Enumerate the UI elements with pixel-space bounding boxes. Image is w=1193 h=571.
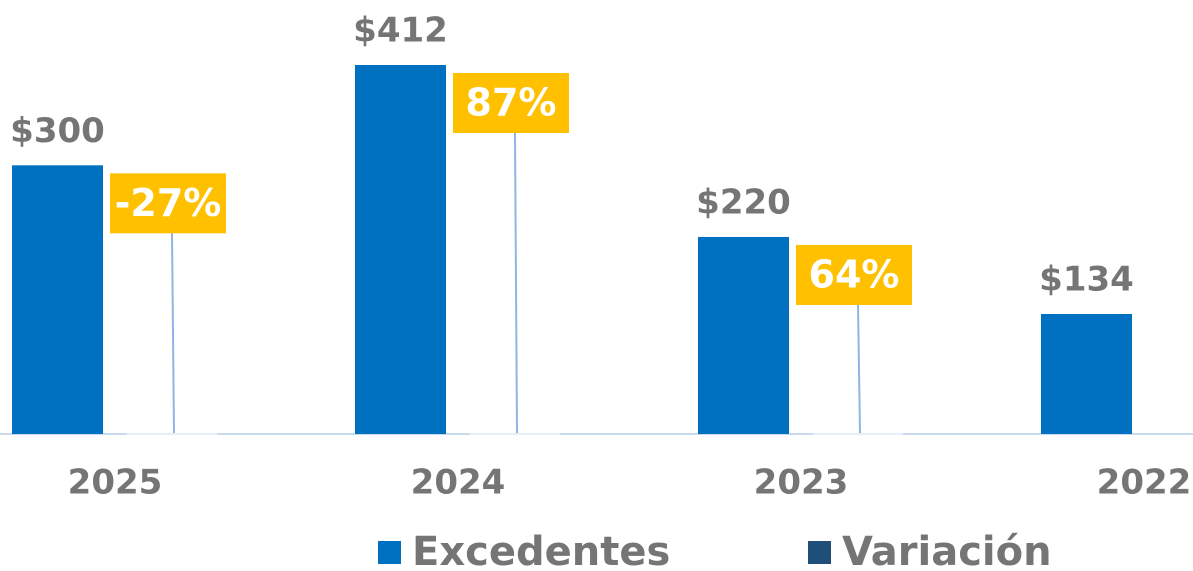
- data-label: $412: [353, 11, 448, 51]
- bar: [355, 65, 446, 434]
- variation-mark: [470, 433, 560, 435]
- x-tick-label: 2023: [754, 463, 849, 503]
- leader-line: [171, 233, 175, 435]
- data-label: 64%: [809, 252, 900, 296]
- leader-line: [514, 132, 518, 435]
- callout-box: [110, 173, 226, 234]
- x-tick-label: 2024: [411, 463, 506, 503]
- data-label: $220: [696, 182, 791, 222]
- variation-mark: [127, 433, 217, 435]
- data-label: -27%: [115, 181, 222, 225]
- legend-label: Excedentes: [412, 529, 670, 571]
- data-label: $134: [1039, 259, 1134, 299]
- legend-label: Variación: [842, 529, 1052, 571]
- leader-line: [857, 304, 861, 435]
- x-tick-label: 2025: [68, 463, 163, 503]
- legend-swatch: [378, 541, 401, 564]
- bar: [1041, 313, 1132, 434]
- data-label: 87%: [466, 81, 557, 125]
- bar: [12, 165, 103, 435]
- data-label: $300: [10, 111, 105, 151]
- x-tick-label: 2022: [1097, 463, 1192, 503]
- callout-box: [453, 73, 569, 133]
- callout-box: [796, 244, 912, 305]
- variation-mark: [813, 433, 903, 435]
- bar: [698, 236, 789, 434]
- legend-swatch: [808, 541, 831, 564]
